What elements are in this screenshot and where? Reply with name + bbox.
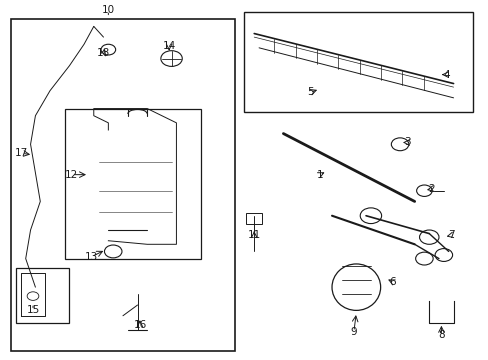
Text: 6: 6 (388, 277, 395, 287)
Text: 18: 18 (97, 48, 110, 58)
Bar (11, 19, 234, 351)
Bar (16, 267, 69, 323)
Text: 1: 1 (316, 170, 323, 180)
Text: 17: 17 (15, 148, 28, 158)
Text: 9: 9 (350, 327, 356, 337)
Text: 10: 10 (102, 5, 115, 15)
Text: 7: 7 (447, 230, 453, 240)
Text: 12: 12 (65, 170, 79, 180)
Text: 8: 8 (437, 330, 444, 341)
Text: 5: 5 (306, 87, 313, 98)
Text: 3: 3 (403, 138, 410, 148)
Text: 15: 15 (26, 305, 40, 315)
Bar (244, 12, 472, 112)
Text: 2: 2 (427, 184, 434, 194)
Bar (64, 109, 201, 258)
Text: 4: 4 (442, 69, 448, 80)
Text: 14: 14 (162, 41, 175, 51)
Text: 13: 13 (84, 252, 98, 262)
Text: 11: 11 (247, 230, 260, 240)
Text: 16: 16 (133, 320, 146, 330)
